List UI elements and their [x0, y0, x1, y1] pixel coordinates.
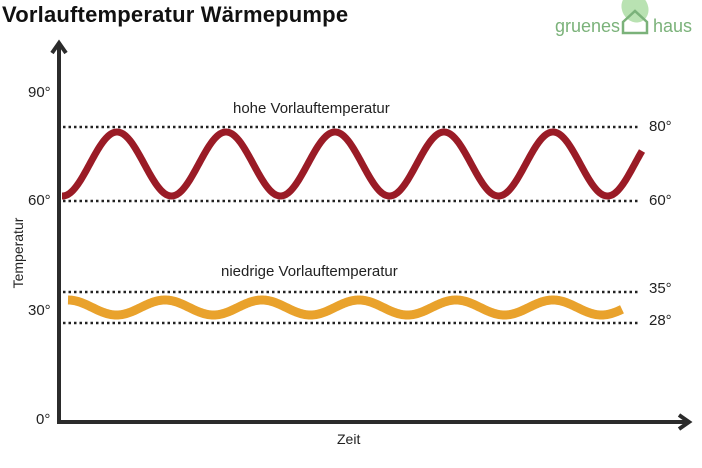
annotation-high: hohe Vorlauftemperatur — [233, 100, 390, 117]
x-axis-label: Zeit — [337, 431, 361, 447]
house-leaf-icon — [621, 0, 649, 35]
logo: gruenes haus — [555, 0, 702, 40]
logo-text-right: haus — [653, 16, 693, 36]
ref-label-60: 60° — [649, 192, 672, 209]
high-temperature-curve — [62, 128, 646, 200]
ref-label-28: 28° — [649, 312, 672, 329]
y-axis-label: Temperatur — [10, 217, 26, 289]
axes — [50, 39, 693, 431]
annotation-low: niedrige Vorlauftemperatur — [221, 263, 398, 280]
y-tick-90: 90° — [28, 84, 51, 101]
y-tick-0: 0° — [36, 411, 51, 428]
low-temperature-curve — [67, 295, 624, 320]
y-tick-60: 60° — [28, 192, 51, 209]
logo-text-left: gruenes — [555, 16, 621, 36]
y-tick-30: 30° — [28, 302, 51, 319]
ref-label-80: 80° — [649, 118, 672, 135]
chart-title: Vorlauftemperatur Wärmepumpe — [2, 2, 349, 27]
ref-label-35: 35° — [649, 280, 672, 297]
reference-lines — [63, 125, 640, 325]
